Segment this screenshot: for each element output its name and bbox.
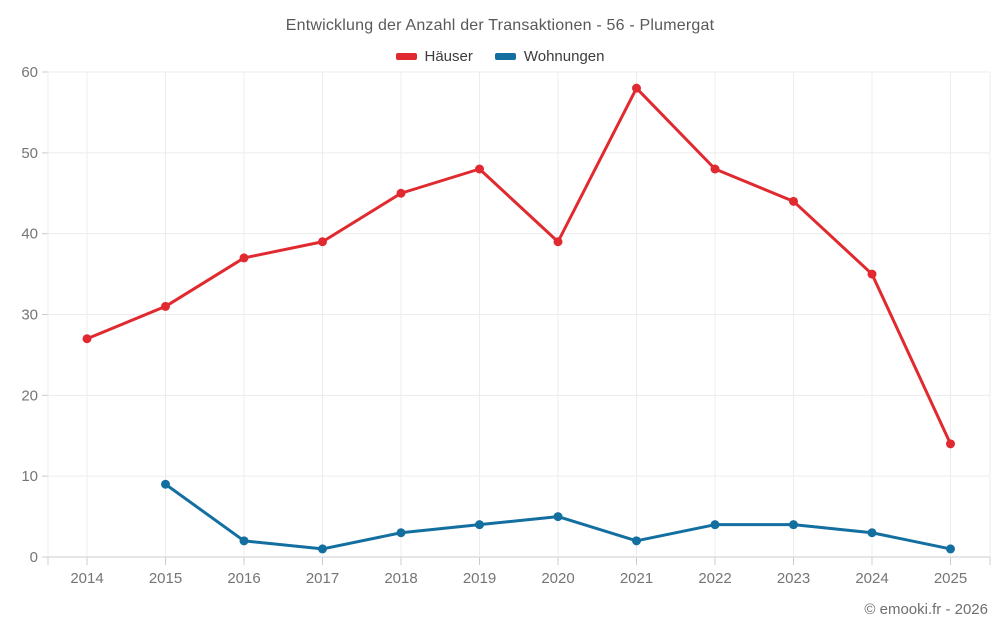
x-axis-tick-label: 2018 xyxy=(384,570,417,587)
x-axis-tick-label: 2022 xyxy=(698,570,731,587)
wohnungen-series-marker-icon xyxy=(494,52,516,60)
data-point[interactable] xyxy=(553,237,563,247)
y-axis-tick-label: 10 xyxy=(21,468,38,485)
data-point[interactable] xyxy=(318,544,327,554)
data-point[interactable] xyxy=(867,269,877,279)
data-point[interactable] xyxy=(946,439,955,449)
x-axis-tick-label: 2024 xyxy=(855,570,888,587)
y-axis-tick-label: 0 xyxy=(30,549,38,566)
legend-item-wohnungen[interactable]: Wohnungen xyxy=(494,47,605,65)
x-axis-tick-label: 2021 xyxy=(620,570,653,587)
series-line-0 xyxy=(85,86,952,446)
data-point[interactable] xyxy=(475,520,484,530)
chart-legend: Häuser Wohnungen xyxy=(0,46,1000,66)
x-axis-tick-label: 2020 xyxy=(541,570,574,587)
x-axis-tick-label: 2016 xyxy=(227,570,260,587)
data-point[interactable] xyxy=(239,253,249,263)
data-point[interactable] xyxy=(632,536,641,546)
legend-label-haeuser: Häuser xyxy=(424,47,473,65)
data-point[interactable] xyxy=(82,334,92,344)
x-axis-tick-label: 2017 xyxy=(306,570,339,587)
data-point[interactable] xyxy=(318,237,327,247)
y-axis-tick-label: 30 xyxy=(21,307,38,324)
x-axis-tick-label: 2014 xyxy=(70,570,103,587)
data-point[interactable] xyxy=(710,164,720,174)
data-point[interactable] xyxy=(553,512,563,522)
data-point[interactable] xyxy=(867,528,877,538)
x-axis-tick-label: 2019 xyxy=(463,570,496,587)
data-point[interactable] xyxy=(789,520,798,530)
y-axis-tick-label: 20 xyxy=(21,387,38,404)
legend-label-wohnungen: Wohnungen xyxy=(523,47,605,65)
x-axis-tick-label: 2015 xyxy=(149,570,182,587)
y-axis-tick-label: 40 xyxy=(21,226,38,243)
chart-title: Entwicklung der Anzahl der Transaktionen… xyxy=(285,17,715,34)
copyright-text: © emooki.fr - 2026 xyxy=(864,601,988,618)
data-point[interactable] xyxy=(789,196,798,206)
data-point[interactable] xyxy=(632,83,641,93)
data-point[interactable] xyxy=(161,301,170,311)
y-axis-tick-label: 50 xyxy=(21,145,38,162)
legend-item-haeuser[interactable]: Häuser xyxy=(395,47,473,65)
data-point[interactable] xyxy=(396,188,406,198)
data-point[interactable] xyxy=(710,520,720,530)
data-point[interactable] xyxy=(239,536,249,546)
data-point[interactable] xyxy=(396,528,406,538)
data-point[interactable] xyxy=(161,479,170,489)
haeuser-series-marker-icon xyxy=(395,52,417,60)
y-axis-tick-label: 60 xyxy=(21,64,38,81)
data-point[interactable] xyxy=(946,544,955,554)
data-point[interactable] xyxy=(475,164,484,174)
x-axis-tick-label: 2023 xyxy=(777,570,810,587)
x-axis-tick-label: 2025 xyxy=(934,570,967,587)
